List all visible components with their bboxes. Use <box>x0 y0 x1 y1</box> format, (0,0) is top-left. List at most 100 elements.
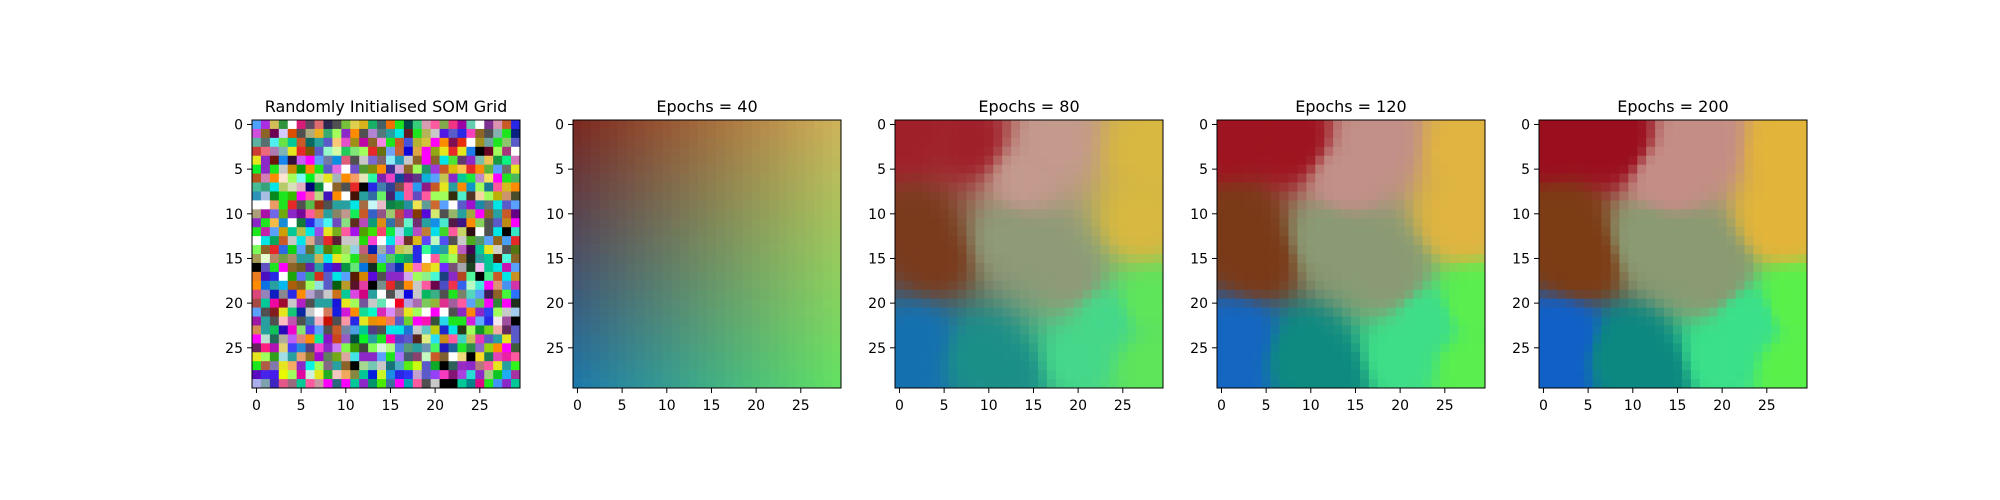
heatmap-cell <box>903 298 914 308</box>
heatmap-cell <box>975 120 985 130</box>
heatmap-cell <box>1315 289 1325 300</box>
heatmap-cell <box>1628 128 1638 139</box>
heatmap-cell <box>1422 128 1432 139</box>
heatmap-cell <box>1252 343 1263 353</box>
heatmap-cell <box>1476 227 1486 237</box>
heatmap-cell <box>314 173 324 183</box>
heatmap-cell <box>626 120 636 130</box>
heatmap-cell <box>305 298 315 308</box>
heatmap-cell <box>1225 361 1236 371</box>
heatmap-cell <box>421 182 432 192</box>
heatmap-cell <box>769 245 779 255</box>
heatmap-cell <box>698 262 708 273</box>
heatmap-cell <box>341 271 351 282</box>
heatmap-cell <box>581 245 592 255</box>
heatmap-cell <box>412 307 423 317</box>
heatmap-cell <box>751 227 761 237</box>
heatmap-cell <box>484 120 494 130</box>
heatmap-cell <box>1780 128 1790 139</box>
heatmap-cell <box>1261 325 1271 335</box>
heatmap-cell <box>921 262 932 273</box>
heatmap-cell <box>966 361 976 371</box>
heatmap-cell <box>778 298 788 308</box>
heatmap-cell <box>573 137 583 148</box>
heatmap-cell <box>1002 379 1012 389</box>
heatmap-cell <box>1261 361 1271 371</box>
heatmap-cell <box>278 352 289 362</box>
heatmap-cell <box>475 182 485 192</box>
heatmap-cell <box>466 307 476 317</box>
heatmap-cell <box>1735 236 1745 246</box>
heatmap-cell <box>1306 254 1316 264</box>
heatmap-cell <box>1217 325 1227 335</box>
heatmap-cell <box>1154 271 1164 282</box>
heatmap-cell <box>1476 155 1486 166</box>
heatmap-cell <box>287 316 298 326</box>
heatmap-cell <box>1574 173 1585 183</box>
heatmap-cell <box>1082 361 1092 371</box>
heatmap-cell <box>1467 173 1477 183</box>
heatmap-cell <box>484 352 494 362</box>
heatmap-cell <box>1020 307 1030 317</box>
heatmap-cell <box>368 218 378 228</box>
heatmap-cell <box>805 334 815 344</box>
heatmap-cell <box>1342 236 1352 246</box>
heatmap-cell <box>1279 361 1289 371</box>
heatmap-cell <box>912 236 923 246</box>
heatmap-cell <box>895 236 905 246</box>
heatmap-cell <box>975 182 985 192</box>
heatmap-cell <box>1539 173 1549 183</box>
heatmap-cell <box>1324 137 1334 148</box>
heatmap-cell <box>448 200 458 210</box>
heatmap-cell <box>350 254 360 264</box>
heatmap-cell <box>1753 191 1763 201</box>
heatmap-cell <box>314 191 324 201</box>
heatmap-cell <box>832 379 842 389</box>
heatmap-cell <box>1431 289 1441 300</box>
heatmap-cell <box>1565 209 1576 219</box>
heatmap-cell <box>1145 146 1155 157</box>
heatmap-cell <box>252 289 262 300</box>
heatmap-cell <box>1243 254 1254 264</box>
heatmap-cell <box>760 137 770 148</box>
heatmap-cell <box>457 254 467 264</box>
heatmap-cell <box>1619 146 1629 157</box>
heatmap-cell <box>260 361 271 371</box>
heatmap-cell <box>511 146 521 157</box>
heatmap-cell <box>1136 262 1146 273</box>
heatmap-cell <box>1386 379 1397 389</box>
heatmap-cell <box>1744 254 1754 264</box>
heatmap-cell <box>1243 218 1254 228</box>
heatmap-cell <box>1252 200 1263 210</box>
heatmap-cell <box>1225 209 1236 219</box>
heatmap-cell <box>948 200 958 210</box>
heatmap-cell <box>1726 254 1736 264</box>
heatmap-cell <box>296 245 306 255</box>
heatmap-cell <box>1324 262 1334 273</box>
heatmap-cell <box>1315 182 1325 192</box>
heatmap-cell <box>1404 236 1414 246</box>
heatmap-cell <box>984 173 994 183</box>
heatmap-cell <box>1351 254 1361 264</box>
heatmap-cell <box>1261 209 1271 219</box>
heatmap-cell <box>1449 262 1459 273</box>
y-tick-label: 10 <box>225 207 243 223</box>
heatmap-cell <box>975 218 985 228</box>
heatmap-cell <box>733 200 744 210</box>
heatmap-cell <box>1458 218 1468 228</box>
heatmap-cell <box>1306 120 1316 130</box>
heatmap-cell <box>1681 271 1692 282</box>
heatmap-cell <box>314 334 324 344</box>
heatmap-cell <box>796 137 806 148</box>
heatmap-cell <box>386 191 396 201</box>
heatmap-cell <box>912 128 923 139</box>
heatmap-cell <box>412 128 423 139</box>
heatmap-cell <box>421 137 432 148</box>
heatmap-cell <box>1646 227 1656 237</box>
heatmap-cell <box>832 155 842 166</box>
heatmap-cell <box>1673 146 1683 157</box>
heatmap-cell <box>269 227 280 237</box>
heatmap-cell <box>1064 120 1075 130</box>
heatmap-cell <box>823 307 833 317</box>
heatmap-cell <box>805 155 815 166</box>
